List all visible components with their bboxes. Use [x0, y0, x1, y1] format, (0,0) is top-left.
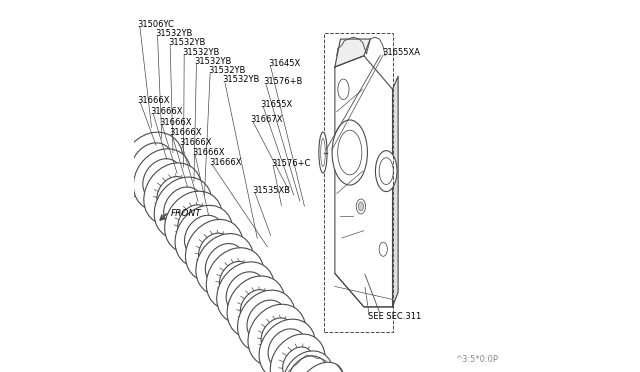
Ellipse shape [321, 139, 325, 166]
Ellipse shape [319, 132, 327, 173]
Ellipse shape [247, 300, 286, 342]
Ellipse shape [144, 163, 202, 225]
Polygon shape [335, 56, 392, 307]
Text: FRONT: FRONT [170, 209, 201, 218]
Ellipse shape [248, 304, 306, 366]
Text: 31666X: 31666X [179, 138, 212, 147]
Text: 31535XB: 31535XB [252, 186, 291, 195]
Text: 31576+C: 31576+C [271, 159, 310, 168]
Polygon shape [335, 39, 370, 67]
Ellipse shape [332, 120, 367, 185]
Ellipse shape [268, 329, 307, 370]
Ellipse shape [186, 219, 243, 281]
Ellipse shape [376, 151, 397, 192]
Ellipse shape [237, 290, 295, 352]
Ellipse shape [226, 272, 265, 314]
Ellipse shape [157, 177, 188, 211]
Text: 31506YC: 31506YC [138, 20, 175, 29]
Text: SEE SEC.311: SEE SEC.311 [367, 312, 421, 321]
Ellipse shape [358, 202, 364, 211]
Text: 31655X: 31655X [260, 100, 292, 109]
Text: 31666X: 31666X [209, 158, 242, 167]
Ellipse shape [220, 262, 251, 296]
Text: 31667X: 31667X [250, 115, 283, 124]
Bar [324, 33, 392, 332]
Ellipse shape [338, 130, 362, 175]
Text: 31666X: 31666X [151, 107, 183, 116]
Text: 31532YB: 31532YB [195, 57, 232, 66]
Text: 31666X: 31666X [193, 148, 225, 157]
Ellipse shape [240, 290, 272, 324]
Ellipse shape [227, 276, 285, 338]
Text: 31645X: 31645X [268, 59, 300, 68]
Ellipse shape [292, 362, 344, 372]
Ellipse shape [198, 233, 230, 267]
Ellipse shape [259, 319, 316, 372]
Text: 31655XA: 31655XA [383, 48, 420, 57]
Text: 31532YB: 31532YB [182, 48, 220, 57]
Ellipse shape [196, 234, 253, 295]
Ellipse shape [270, 334, 325, 372]
Ellipse shape [379, 158, 394, 185]
Ellipse shape [217, 262, 275, 324]
Text: 31666X: 31666X [159, 118, 192, 126]
Text: 31666X: 31666X [170, 128, 202, 137]
Text: 31532YB: 31532YB [156, 29, 193, 38]
Ellipse shape [205, 244, 244, 285]
Text: 31532YB: 31532YB [209, 66, 246, 75]
Text: 31576+B: 31576+B [264, 77, 303, 86]
Ellipse shape [178, 205, 209, 239]
Ellipse shape [283, 347, 313, 372]
Ellipse shape [175, 205, 233, 267]
Ellipse shape [164, 187, 202, 229]
Ellipse shape [120, 132, 183, 199]
Text: 31532YB: 31532YB [223, 76, 260, 84]
Text: ^3:5*0:0P: ^3:5*0:0P [455, 355, 498, 363]
Ellipse shape [288, 356, 328, 372]
Ellipse shape [143, 159, 182, 201]
Text: 31532YB: 31532YB [168, 38, 205, 47]
Ellipse shape [356, 199, 365, 214]
Ellipse shape [184, 215, 223, 257]
Ellipse shape [133, 149, 191, 211]
Ellipse shape [283, 351, 333, 372]
Text: 31666X: 31666X [138, 96, 170, 105]
Ellipse shape [154, 177, 212, 239]
Ellipse shape [206, 248, 264, 310]
Ellipse shape [164, 191, 222, 253]
Ellipse shape [261, 318, 292, 352]
Polygon shape [392, 76, 398, 307]
Ellipse shape [379, 242, 387, 256]
Ellipse shape [131, 143, 173, 188]
Ellipse shape [338, 79, 349, 99]
